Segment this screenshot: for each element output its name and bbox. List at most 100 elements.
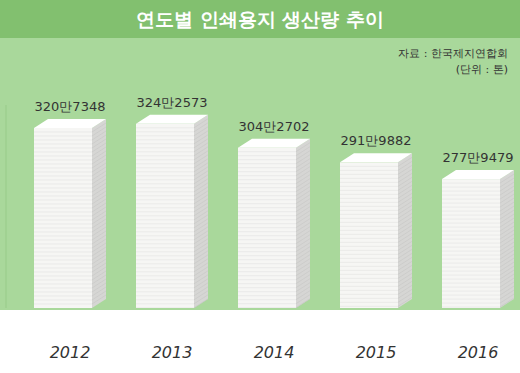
paper-line: [34, 140, 92, 141]
paper-line: [136, 215, 194, 216]
paper-line: [136, 183, 194, 184]
paper-line: [238, 183, 296, 184]
paper-line: [92, 231, 106, 240]
paper-line: [238, 151, 296, 152]
paper-line: [296, 207, 310, 216]
paper-line: [34, 260, 92, 261]
paper-line: [442, 227, 500, 228]
paper-line: [442, 303, 500, 304]
paper-line: [442, 215, 500, 216]
paper-line: [92, 279, 106, 288]
paper-line: [194, 151, 208, 160]
paper-line: [92, 183, 106, 192]
paper-line: [296, 223, 310, 232]
paper-line: [238, 239, 296, 240]
paper-line: [194, 231, 208, 240]
paper-line: [194, 275, 208, 284]
paper-line: [238, 231, 296, 232]
paper-line: [34, 268, 92, 269]
paper-line: [398, 193, 412, 202]
paper-line: [398, 245, 412, 254]
paper-line: [500, 242, 514, 251]
bar-group: [238, 139, 310, 308]
paper-line: [296, 259, 310, 268]
paper-line: [34, 200, 92, 201]
paper-line: [340, 210, 398, 211]
paper-line: [296, 251, 310, 260]
paper-line: [442, 183, 500, 184]
paper-line: [500, 198, 514, 207]
paper-line: [296, 283, 310, 292]
paper-line: [340, 202, 398, 203]
paper-line: [136, 275, 194, 276]
paper-line: [296, 163, 310, 172]
paper-line: [92, 239, 106, 248]
paper-line: [340, 218, 398, 219]
paper-line: [238, 203, 296, 204]
bar-top: [136, 115, 208, 124]
paper-line: [442, 271, 500, 272]
paper-line: [34, 284, 92, 285]
paper-line: [500, 298, 514, 307]
bar-top: [442, 170, 514, 179]
paper-line: [92, 211, 106, 220]
paper-line: [34, 224, 92, 225]
paper-line: [238, 171, 296, 172]
paper-line: [500, 286, 514, 295]
paper-line: [340, 246, 398, 247]
paper-line: [92, 283, 106, 292]
paper-line: [194, 203, 208, 212]
paper-line: [136, 235, 194, 236]
chart-root: 연도별 인쇄용지 생산량 추이자료 : 한국제지연합회(단위 : 톤)320만7…: [0, 0, 520, 373]
paper-line: [296, 143, 310, 152]
paper-line: [92, 255, 106, 264]
paper-line: [340, 230, 398, 231]
paper-line: [442, 219, 500, 220]
paper-line: [34, 204, 92, 205]
paper-line: [34, 132, 92, 133]
bar-side: [296, 139, 310, 308]
paper-line: [34, 272, 92, 273]
paper-line: [442, 255, 500, 256]
paper-line: [398, 205, 412, 214]
paper-line: [194, 131, 208, 140]
paper-line: [398, 157, 412, 166]
paper-line: [92, 203, 106, 212]
paper-line: [398, 209, 412, 218]
paper-line: [34, 228, 92, 229]
paper-line: [136, 187, 194, 188]
paper-line: [136, 171, 194, 172]
paper-line: [34, 172, 92, 173]
paper-line: [340, 274, 398, 275]
paper-line: [500, 174, 514, 183]
paper-line: [442, 279, 500, 280]
paper-line: [194, 239, 208, 248]
paper-line: [136, 299, 194, 300]
paper-line: [296, 295, 310, 304]
paper-line: [92, 243, 106, 252]
paper-line: [340, 170, 398, 171]
paper-line: [296, 275, 310, 284]
paper-line: [442, 251, 500, 252]
paper-line: [442, 267, 500, 268]
paper-line: [238, 207, 296, 208]
paper-line: [34, 192, 92, 193]
paper-line: [194, 163, 208, 172]
paper-line: [34, 188, 92, 189]
paper-line: [136, 175, 194, 176]
bar-side: [92, 119, 106, 308]
paper-line: [340, 266, 398, 267]
paper-line: [92, 267, 106, 276]
paper-line: [136, 295, 194, 296]
paper-line: [194, 243, 208, 252]
paper-line: [194, 187, 208, 196]
data-label: 277만9479: [443, 150, 514, 165]
paper-line: [34, 212, 92, 213]
paper-line: [34, 252, 92, 253]
paper-line: [500, 258, 514, 267]
paper-line: [340, 186, 398, 187]
paper-line: [238, 251, 296, 252]
paper-line: [296, 267, 310, 276]
paper-line: [136, 163, 194, 164]
paper-line: [136, 203, 194, 204]
